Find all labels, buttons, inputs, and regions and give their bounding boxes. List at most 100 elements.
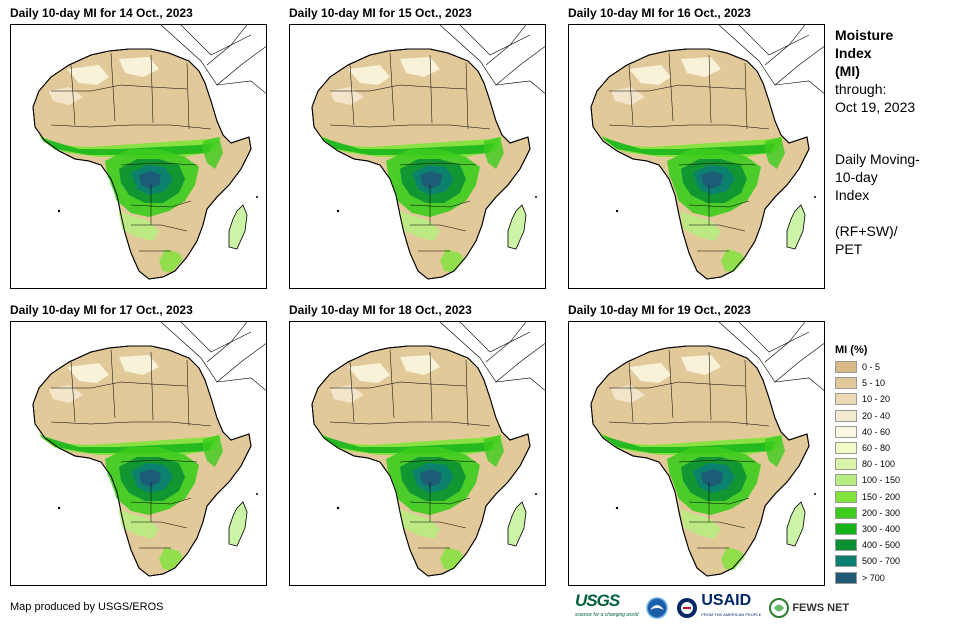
moisture-zone	[701, 171, 723, 189]
legend-item: 20 - 40	[835, 408, 960, 424]
madagascar	[228, 501, 248, 547]
madagascar	[786, 204, 806, 250]
description-line: Index	[835, 187, 870, 203]
middle-east-border	[216, 377, 266, 391]
legend-item: 0 - 5	[835, 359, 960, 375]
country-border	[609, 381, 746, 389]
coastline	[590, 345, 810, 577]
panel-title: Daily 10-day MI for 17 Oct., 2023	[10, 303, 193, 317]
side-info: Moisture Index (MI) through: Oct 19, 202…	[835, 26, 960, 258]
middle-east-border	[485, 25, 527, 66]
moisture-zone	[348, 363, 390, 383]
legend-item: 500 - 700	[835, 553, 960, 569]
country-border	[410, 185, 467, 252]
africa-map	[590, 25, 824, 280]
island-dot	[535, 196, 537, 198]
description-line: 10-day	[835, 169, 878, 185]
middle-east-border	[495, 80, 545, 94]
map-frame	[10, 321, 267, 586]
middle-east-border	[738, 25, 810, 56]
panel-title: Daily 10-day MI for 14 Oct., 2023	[10, 6, 193, 20]
legend-title: MI (%)	[835, 344, 868, 356]
legend-label: 300 - 400	[862, 523, 901, 534]
moisture-zone	[701, 469, 723, 487]
country-border	[410, 482, 467, 549]
middle-east-border	[216, 80, 266, 94]
madagascar	[228, 204, 248, 250]
noaa-logo-icon	[646, 597, 669, 619]
legend-swatch	[835, 539, 857, 552]
island-dot	[814, 493, 816, 495]
legend-swatch	[835, 393, 857, 406]
legend-item: 300 - 400	[835, 521, 960, 537]
legend-label: 60 - 80	[862, 443, 891, 454]
legend-item: > 700	[835, 569, 960, 585]
country-border	[131, 482, 188, 549]
moisture-zone	[681, 355, 721, 375]
moisture-zone	[484, 137, 504, 169]
middle-east-border	[206, 322, 248, 363]
moisture-zone	[681, 57, 721, 77]
legend-label: 5 - 10	[862, 378, 886, 389]
country-border	[50, 124, 212, 130]
formula-line: PET	[835, 241, 863, 257]
legend-label: 20 - 40	[862, 410, 891, 421]
country-border	[628, 349, 748, 427]
country-border	[608, 421, 770, 427]
legend-item: 5 - 10	[835, 375, 960, 391]
legend-swatch	[835, 474, 857, 487]
moisture-zone	[394, 507, 440, 539]
moisture-zone	[601, 137, 775, 155]
moisture-zone	[420, 171, 442, 189]
moisture-zone	[67, 65, 109, 85]
moisture-zone	[330, 87, 364, 105]
formula-line: (RF+SW)/	[835, 223, 898, 239]
country-border	[689, 482, 746, 549]
panel-title: Daily 10-day MI for 18 Oct., 2023	[289, 303, 472, 317]
country-border	[329, 421, 491, 427]
middle-east-border	[180, 322, 252, 353]
index-title-line: Index	[835, 45, 872, 61]
country-border	[349, 52, 469, 130]
legend-item: 60 - 80	[835, 440, 960, 456]
legend-swatch	[835, 361, 857, 374]
island-dot	[615, 506, 619, 510]
country-border	[609, 84, 746, 92]
description-line: Daily Moving-	[835, 151, 920, 167]
moisture-zone	[113, 507, 159, 539]
legend-label: 500 - 700	[862, 556, 901, 567]
coastline	[32, 345, 252, 577]
legend-swatch	[835, 377, 857, 390]
island-dot	[336, 209, 340, 213]
africa-map	[311, 322, 545, 577]
moisture-zone	[675, 507, 721, 539]
moisture-zone	[49, 385, 83, 403]
moisture-zone	[320, 435, 494, 453]
moisture-zone	[139, 469, 161, 487]
africa-map	[31, 25, 266, 280]
map-frame	[10, 24, 267, 289]
panel-title: Daily 10-day MI for 16 Oct., 2023	[568, 6, 751, 20]
map-credit: Map produced by USGS/EROS	[10, 601, 164, 613]
panel-title: Daily 10-day MI for 19 Oct., 2023	[568, 303, 751, 317]
coastline	[311, 48, 531, 280]
legend-label: 10 - 20	[862, 394, 891, 405]
middle-east-border	[738, 322, 810, 353]
country-border	[678, 162, 756, 208]
map-frame	[568, 321, 825, 586]
moisture-zone	[330, 385, 364, 403]
moisture-zone	[765, 137, 785, 169]
moisture-zone	[119, 57, 159, 77]
legend-item: 100 - 150	[835, 472, 960, 488]
moisture-zone	[203, 137, 223, 169]
country-border	[399, 459, 477, 505]
panel-title: Daily 10-day MI for 15 Oct., 2023	[289, 6, 472, 20]
africa-map	[590, 322, 824, 577]
island-dot	[57, 209, 61, 213]
map-frame	[289, 321, 546, 586]
moisture-zone	[139, 171, 161, 189]
index-title-line: (MI)	[835, 63, 860, 79]
country-border	[70, 52, 190, 130]
middle-east-border	[774, 377, 824, 391]
through-date: Oct 19, 2023	[835, 99, 916, 115]
